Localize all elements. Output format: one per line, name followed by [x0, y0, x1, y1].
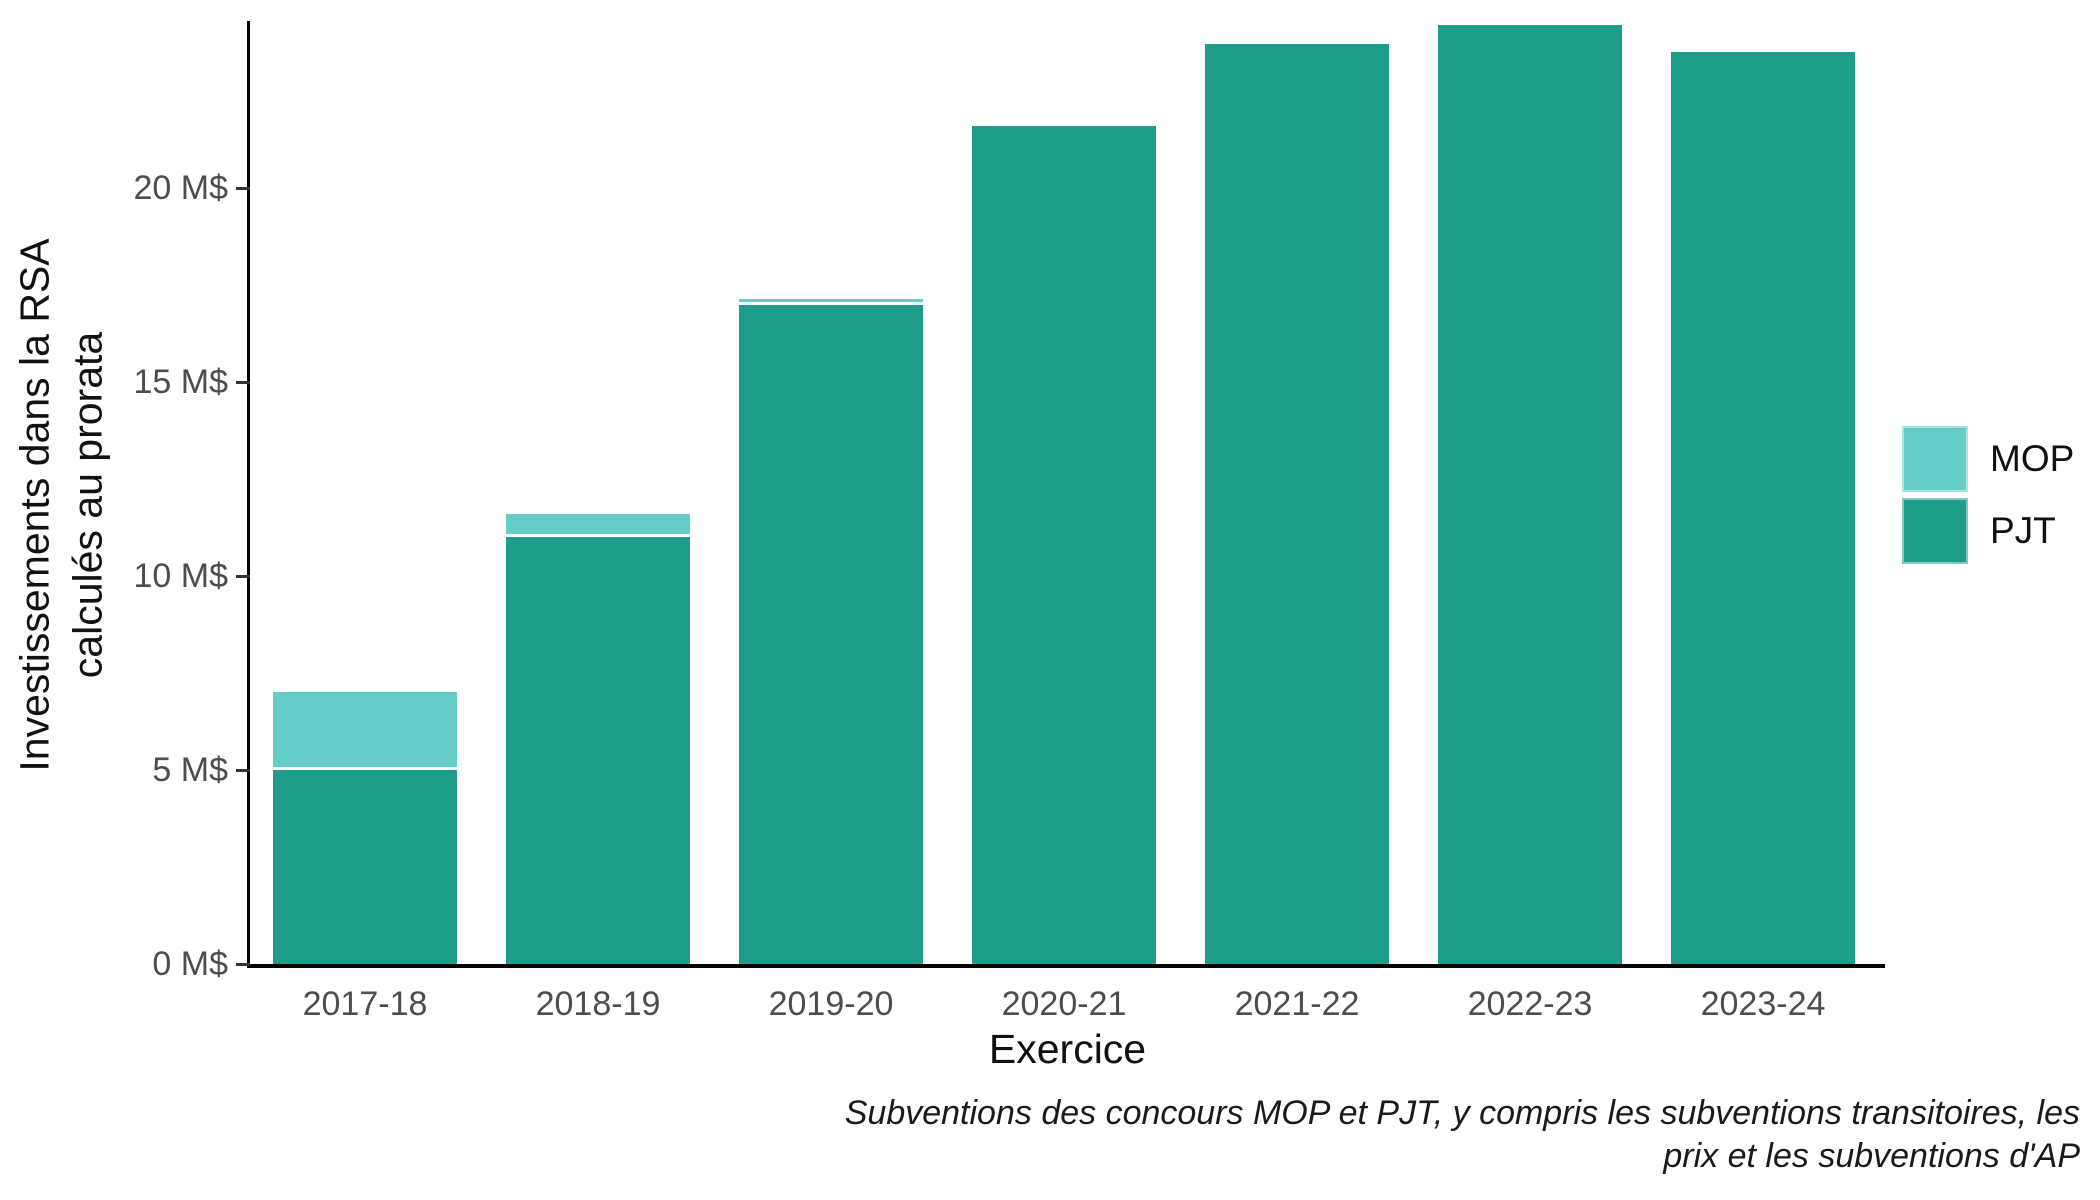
legend: MOP PJT: [1902, 426, 2074, 564]
x-axis-tick-label: 2021-22: [1234, 985, 1360, 1023]
y-axis-tick-mark: [236, 381, 250, 384]
bar-segment-pjt: [1205, 44, 1389, 964]
bar-2019-20: [739, 299, 923, 964]
x-axis-tick-label: 2017-18: [302, 985, 428, 1023]
y-axis-line: [247, 21, 250, 968]
y-axis-tick-label: 15 M$: [133, 363, 229, 401]
bar-segment-pjt: [506, 537, 690, 964]
y-axis-title-line-1: Investissements dans la RSA: [11, 238, 58, 772]
y-axis-tick-mark: [236, 575, 250, 578]
y-axis-tick-label: 20 M$: [133, 169, 229, 207]
x-axis-tick-label: 2020-21: [1001, 985, 1127, 1023]
bar-segment-pjt: [972, 126, 1156, 964]
segment-divider: [273, 767, 457, 770]
legend-item-pjt: PJT: [1902, 498, 2074, 564]
y-axis-title-line-2: calculés au prorata: [65, 331, 111, 679]
x-axis-tick-label: 2018-19: [535, 985, 661, 1023]
y-axis-tick-mark: [236, 963, 250, 966]
bar-2018-19: [506, 514, 690, 964]
bar-2023-24: [1671, 52, 1855, 964]
bar-segment-pjt: [1438, 25, 1622, 964]
x-axis-line: [247, 964, 1885, 968]
bar-segment-pjt: [739, 305, 923, 964]
legend-item-mop: MOP: [1902, 426, 2074, 492]
y-axis-tick-mark: [236, 187, 250, 190]
bar-segment-pjt: [1671, 52, 1855, 964]
caption-line-2: prix et les subventions d'AP: [1663, 1137, 2080, 1176]
bar-segment-mop: [273, 692, 457, 767]
legend-swatch-mop: [1902, 426, 1968, 492]
x-axis-tick-label: 2019-20: [768, 985, 894, 1023]
bar-2017-18: [273, 692, 457, 964]
y-axis-tick-label: 10 M$: [133, 557, 229, 595]
bar-2020-21: [972, 126, 1156, 964]
bar-2022-23: [1438, 25, 1622, 964]
x-axis-tick-label: 2022-23: [1467, 985, 1593, 1023]
bar-segment-mop: [739, 299, 923, 302]
y-axis-tick-label: 5 M$: [152, 751, 228, 789]
bar-2021-22: [1205, 44, 1389, 964]
y-axis-tick-label: 0 M$: [152, 945, 228, 983]
bar-segment-mop: [506, 514, 690, 534]
chart-caption: Subventions des concours MOP et PJT, y c…: [380, 1092, 2080, 1178]
legend-label: PJT: [1990, 510, 2056, 551]
y-axis-title: Investissements dans la RSA calculés au …: [9, 238, 116, 771]
bar-segment-pjt: [273, 770, 457, 964]
legend-swatch-pjt: [1902, 498, 1968, 564]
segment-divider: [739, 302, 923, 305]
x-axis-tick-label: 2023-24: [1700, 985, 1826, 1023]
y-axis-tick-mark: [236, 769, 250, 772]
segment-divider: [506, 534, 690, 537]
x-axis-title: Exercice: [988, 1026, 1147, 1072]
legend-label: MOP: [1990, 438, 2075, 479]
caption-line-1: Subventions des concours MOP et PJT, y c…: [844, 1094, 2080, 1132]
